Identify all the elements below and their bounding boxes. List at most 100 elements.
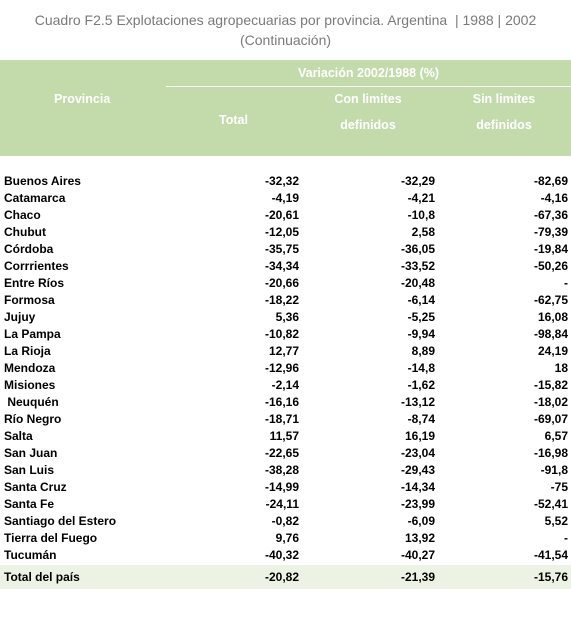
province-cell: Santiago del Estero xyxy=(4,514,117,528)
province-cell: Salta xyxy=(4,429,33,443)
value-cell: -18,02 xyxy=(533,395,568,409)
value-cell: 16,19 xyxy=(404,429,435,443)
value-cell: -5,25 xyxy=(407,310,435,324)
value-cell: -16,16 xyxy=(264,395,299,409)
province-cell: Misiones xyxy=(4,378,56,392)
value-cell: 8,89 xyxy=(411,344,435,358)
value-cell: -23,99 xyxy=(400,497,435,511)
value-cell: -14,8 xyxy=(407,361,435,375)
value-cell: -19,84 xyxy=(533,242,568,256)
value-cell: 24,19 xyxy=(537,344,568,358)
value-cell: -75 xyxy=(550,480,568,494)
value-cell: -12,05 xyxy=(264,225,299,239)
value-cell: 5,52 xyxy=(544,514,568,528)
value-cell: -10,8 xyxy=(407,208,435,222)
value-cell: -24,11 xyxy=(265,497,299,511)
province-cell: Río Negro xyxy=(4,412,62,426)
title: Cuadro F2.5 Explotaciones agropecuarias … xyxy=(34,12,537,28)
value-cell: -0,82 xyxy=(271,514,299,528)
header-rule xyxy=(166,86,571,87)
province-cell: Mendoza xyxy=(4,361,56,375)
value-cell: 6,57 xyxy=(544,429,568,443)
group-header: Variación 2002/1988 (%) xyxy=(297,66,440,80)
province-cell: La Pampa xyxy=(4,327,61,341)
value-cell: -1,62 xyxy=(407,378,435,392)
province-cell: Chubut xyxy=(4,225,46,239)
value-cell: -34,34 xyxy=(264,259,299,273)
value-cell: -52,41 xyxy=(533,497,568,511)
value-cell: 9,76 xyxy=(275,531,299,545)
province-cell: Tierra del Fuego xyxy=(4,531,98,545)
value-cell: -69,07 xyxy=(533,412,568,426)
value-cell: -33,52 xyxy=(400,259,435,273)
value-cell: -98,84 xyxy=(533,327,568,341)
province-cell: San Juan xyxy=(4,446,58,460)
value-cell: -38,28 xyxy=(264,463,299,477)
province-cell: Córdoba xyxy=(4,242,54,256)
value-cell: 2,58 xyxy=(411,225,435,239)
province-cell: Formosa xyxy=(4,293,55,307)
value-cell: -14,34 xyxy=(400,480,435,494)
value-cell: -20,61 xyxy=(264,208,299,222)
province-cell: Corrrientes xyxy=(4,259,69,273)
total-row-bg xyxy=(0,565,571,589)
province-cell: Catamarca xyxy=(4,191,66,205)
value-cell: -40,32 xyxy=(264,548,299,562)
province-cell: Santa Fe xyxy=(4,497,55,511)
province-cell: Santa Cruz xyxy=(4,480,67,494)
value-cell: -12,96 xyxy=(264,361,299,375)
value-cell: -4,16 xyxy=(540,191,568,205)
value-cell: -35,75 xyxy=(264,242,299,256)
value-cell: -41,54 xyxy=(533,548,568,562)
province-cell: Buenos Aires xyxy=(4,174,81,188)
value-cell: - xyxy=(564,276,568,290)
province-cell: Chaco xyxy=(4,208,41,222)
value-cell: -36,05 xyxy=(400,242,435,256)
value-cell: -82,69 xyxy=(533,174,568,188)
value-cell: 13,92 xyxy=(404,531,435,545)
value-cell: -14,99 xyxy=(264,480,299,494)
col-header: Provincia xyxy=(54,92,111,106)
value-cell: -79,39 xyxy=(533,225,568,239)
value-cell: 18 xyxy=(554,361,568,375)
value-cell: 5,36 xyxy=(275,310,299,324)
value-cell: -62,75 xyxy=(533,293,568,307)
value-cell: -18,22 xyxy=(264,293,299,307)
value-cell: 11,57 xyxy=(269,429,299,443)
value-cell: -4,21 xyxy=(407,191,435,205)
province-cell: Jujuy xyxy=(4,310,36,324)
value-cell: -15,82 xyxy=(533,378,568,392)
value-cell: -2,14 xyxy=(271,378,299,392)
province-cell: Neuquén xyxy=(4,395,59,409)
value-cell: -6,14 xyxy=(407,293,435,307)
value-cell: -20,48 xyxy=(400,276,435,290)
value-cell: 12,77 xyxy=(268,344,299,358)
value-cell: -13,12 xyxy=(400,395,435,409)
value-cell: -18,71 xyxy=(264,412,299,426)
value-cell: -22,65 xyxy=(264,446,299,460)
province-cell: La Rioja xyxy=(4,344,51,358)
header-bg xyxy=(0,60,571,156)
value-cell: -40,27 xyxy=(400,548,435,562)
province-cell: Tucumán xyxy=(4,548,57,562)
value-cell: -50,26 xyxy=(533,259,568,273)
value-cell: -20,82 xyxy=(264,570,299,584)
value-cell: -32,29 xyxy=(400,174,435,188)
value-cell: -6,09 xyxy=(407,514,435,528)
value-cell: 16,08 xyxy=(537,310,568,324)
value-cell: -20,66 xyxy=(264,276,299,290)
value-cell: - xyxy=(564,531,568,545)
value-cell: -91,8 xyxy=(540,463,568,477)
value-cell: -29,43 xyxy=(400,463,435,477)
col-header: definidos xyxy=(476,118,532,132)
province-cell: Entre Ríos xyxy=(4,276,65,290)
value-cell: -10,82 xyxy=(264,327,299,341)
col-header: Con limites xyxy=(334,92,402,106)
value-cell: -9,94 xyxy=(407,327,435,341)
value-cell: -16,98 xyxy=(533,446,568,460)
value-cell: -8,74 xyxy=(407,412,435,426)
value-cell: -4,19 xyxy=(271,191,299,205)
province-cell: Total del país xyxy=(4,570,80,584)
value-cell: -21,39 xyxy=(400,570,435,584)
